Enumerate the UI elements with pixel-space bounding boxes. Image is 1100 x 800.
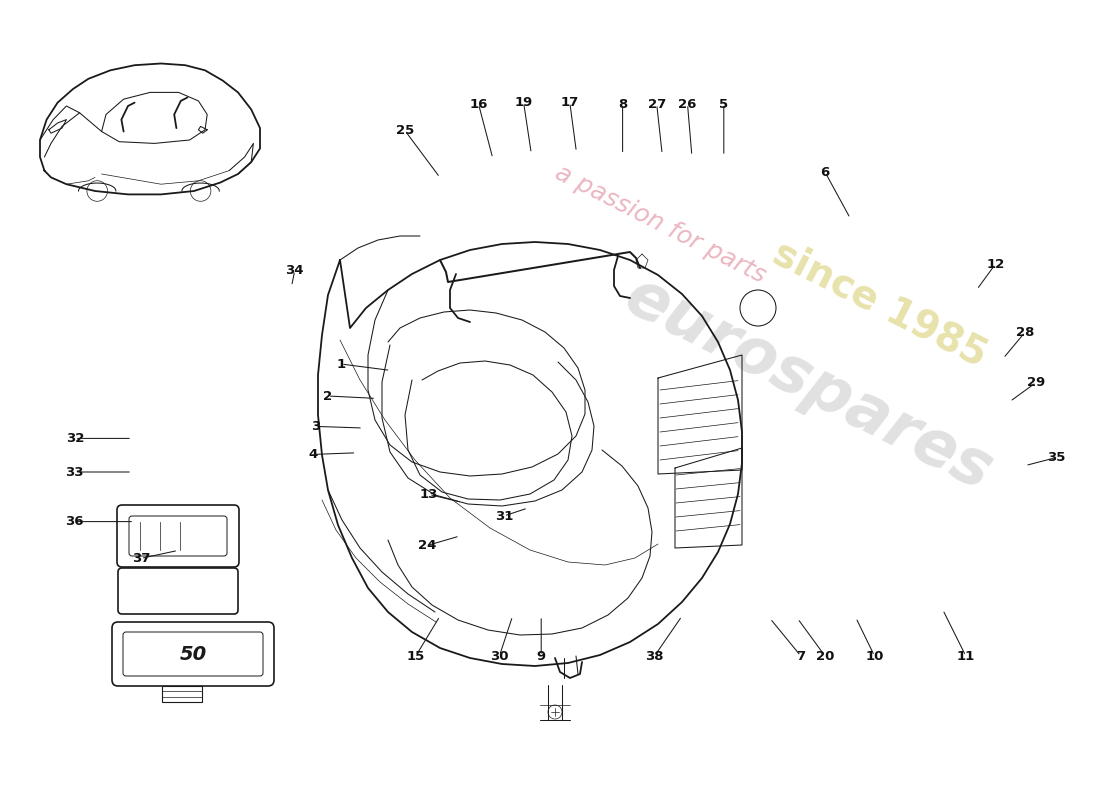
Text: eurospares: eurospares: [615, 265, 1002, 503]
Bar: [162, 686, 202, 702]
Text: 12: 12: [987, 258, 1004, 270]
Text: 30: 30: [491, 650, 508, 662]
Text: 16: 16: [470, 98, 487, 110]
Text: 13: 13: [420, 488, 438, 501]
FancyBboxPatch shape: [112, 622, 274, 686]
FancyBboxPatch shape: [123, 632, 263, 676]
Text: 36: 36: [66, 515, 84, 528]
FancyBboxPatch shape: [117, 505, 239, 567]
Text: 11: 11: [957, 650, 975, 662]
Text: 24: 24: [418, 539, 436, 552]
Text: 32: 32: [66, 432, 84, 445]
Text: since 1985: since 1985: [767, 234, 993, 374]
Text: 33: 33: [66, 466, 84, 478]
Text: 10: 10: [866, 650, 883, 662]
Text: 38: 38: [646, 650, 663, 662]
Text: 1: 1: [337, 358, 345, 370]
Text: 25: 25: [396, 124, 414, 137]
FancyBboxPatch shape: [129, 516, 227, 556]
Text: 7: 7: [796, 650, 805, 662]
Text: 35: 35: [1047, 451, 1065, 464]
Text: a passion for parts: a passion for parts: [551, 160, 769, 288]
Text: 28: 28: [1016, 326, 1034, 338]
Text: 27: 27: [648, 98, 666, 110]
Text: 26: 26: [679, 98, 696, 110]
Text: 19: 19: [515, 96, 532, 109]
Text: 3: 3: [311, 420, 320, 433]
Text: 2: 2: [323, 390, 332, 402]
Text: 50: 50: [179, 645, 207, 663]
Text: 15: 15: [407, 650, 425, 662]
Text: 4: 4: [309, 448, 318, 461]
Text: 34: 34: [286, 264, 304, 277]
Text: 5: 5: [719, 98, 728, 110]
Text: 37: 37: [132, 552, 150, 565]
Text: 31: 31: [495, 510, 513, 522]
FancyBboxPatch shape: [118, 568, 238, 614]
Text: 17: 17: [561, 96, 579, 109]
Text: 8: 8: [618, 98, 627, 110]
Text: 29: 29: [1027, 376, 1045, 389]
Text: 20: 20: [816, 650, 834, 662]
Text: 9: 9: [537, 650, 546, 662]
Text: 6: 6: [821, 166, 829, 178]
